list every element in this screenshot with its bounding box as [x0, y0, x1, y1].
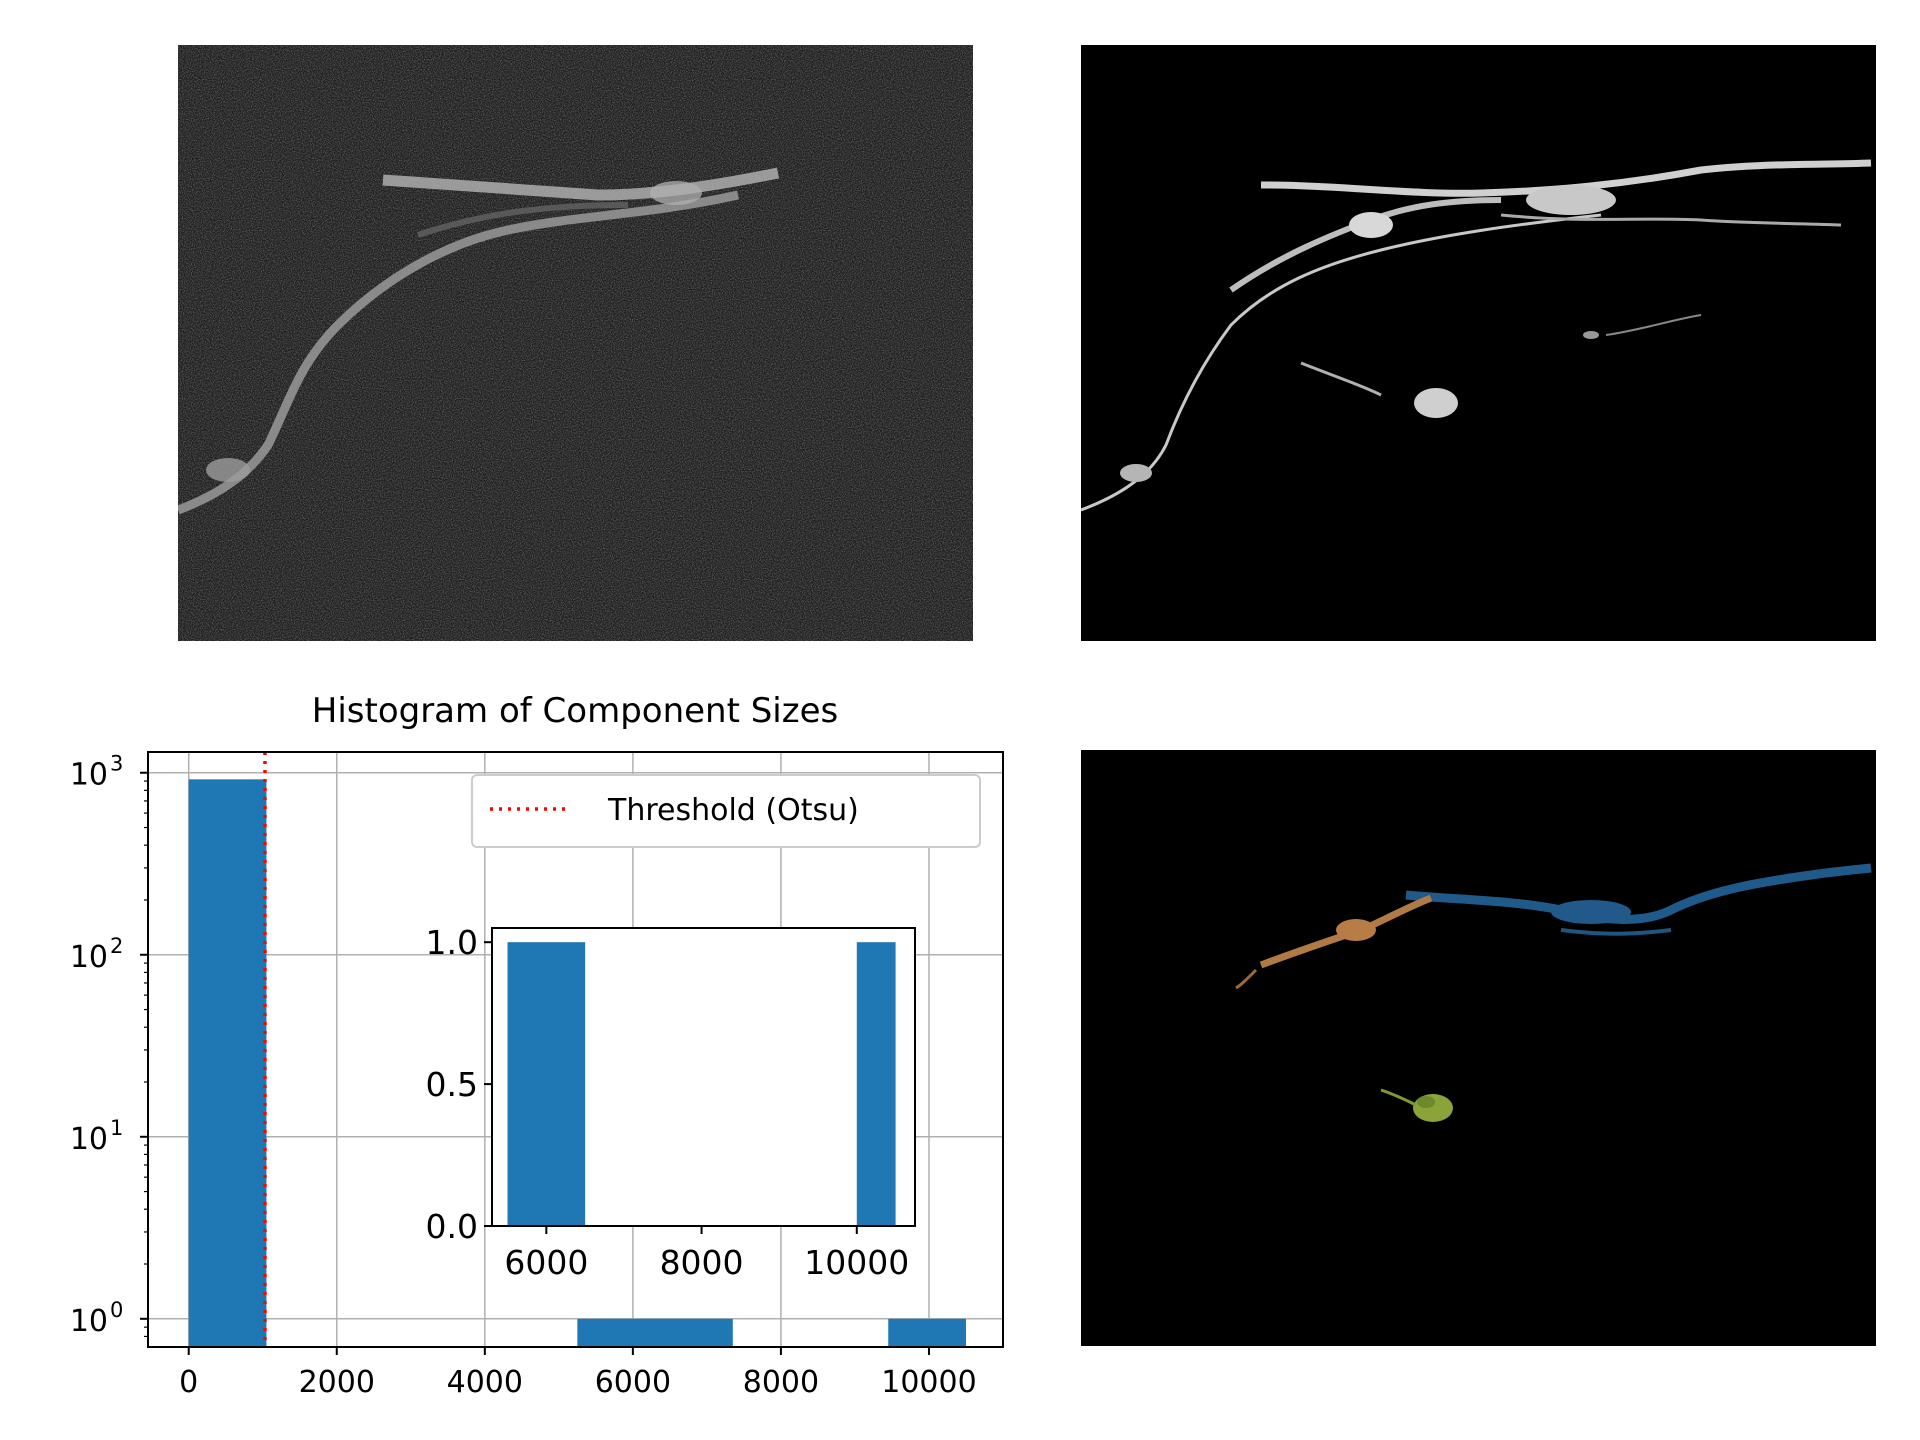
- y-tick-label: 10: [70, 940, 108, 975]
- inset-frame: [491, 927, 916, 1227]
- y-tick-exponent: 3: [110, 752, 123, 776]
- filtered-microscopy-icon: [1081, 45, 1876, 641]
- histogram-bar: [888, 1318, 966, 1347]
- inset-y-tick-label: 0.5: [426, 1065, 478, 1104]
- legend-threshold-label: Threshold (Otsu): [607, 793, 859, 828]
- main-grid: [148, 752, 1003, 1347]
- inset-x-tick-label: 10000: [804, 1243, 909, 1282]
- legend-box: [471, 774, 981, 848]
- filtered-microscopy-image: [1081, 45, 1876, 641]
- y-tick-label: 10: [70, 1304, 108, 1339]
- inset-bar: [856, 942, 896, 1226]
- histogram-bar: [188, 779, 267, 1347]
- inset-x-tick-label: 6000: [504, 1243, 588, 1282]
- inset-y-tick-label: 0.0: [426, 1207, 478, 1246]
- labeled-components-icon: [1081, 750, 1876, 1346]
- y-tick-label: 10: [70, 758, 108, 793]
- labeled-components-image: [1081, 750, 1876, 1346]
- histogram-chart: Histogram of Component Sizes 0 2000 4000 60…: [70, 691, 1004, 1400]
- grayscale-microscopy-icon: [178, 45, 973, 641]
- y-tick-label: 10: [70, 1122, 108, 1157]
- inset-y-tick-label: 1.0: [426, 923, 478, 962]
- x-tick-label: 8000: [743, 1365, 819, 1400]
- y-tick-exponent: 0: [110, 1298, 123, 1322]
- inset-x-tick-label: 8000: [660, 1243, 744, 1282]
- y-tick-exponent: 2: [110, 934, 123, 958]
- inset-chart: 6000 8000 10000 0.0 0.5 1.0: [426, 923, 916, 1282]
- x-tick-label: 2000: [299, 1365, 375, 1400]
- legend: Threshold (Otsu): [471, 774, 981, 848]
- x-tick-label: 0: [179, 1365, 198, 1400]
- chart-title: Histogram of Component Sizes: [312, 691, 838, 731]
- raw-microscopy-image: [178, 45, 973, 641]
- main-bars: [188, 779, 966, 1347]
- inset-bar: [507, 942, 586, 1226]
- x-tick-label: 10000: [881, 1365, 976, 1400]
- x-tick-label: 6000: [595, 1365, 671, 1400]
- x-tick-label: 4000: [447, 1365, 523, 1400]
- y-tick-exponent: 1: [110, 1116, 123, 1140]
- histogram-bar: [577, 1318, 733, 1347]
